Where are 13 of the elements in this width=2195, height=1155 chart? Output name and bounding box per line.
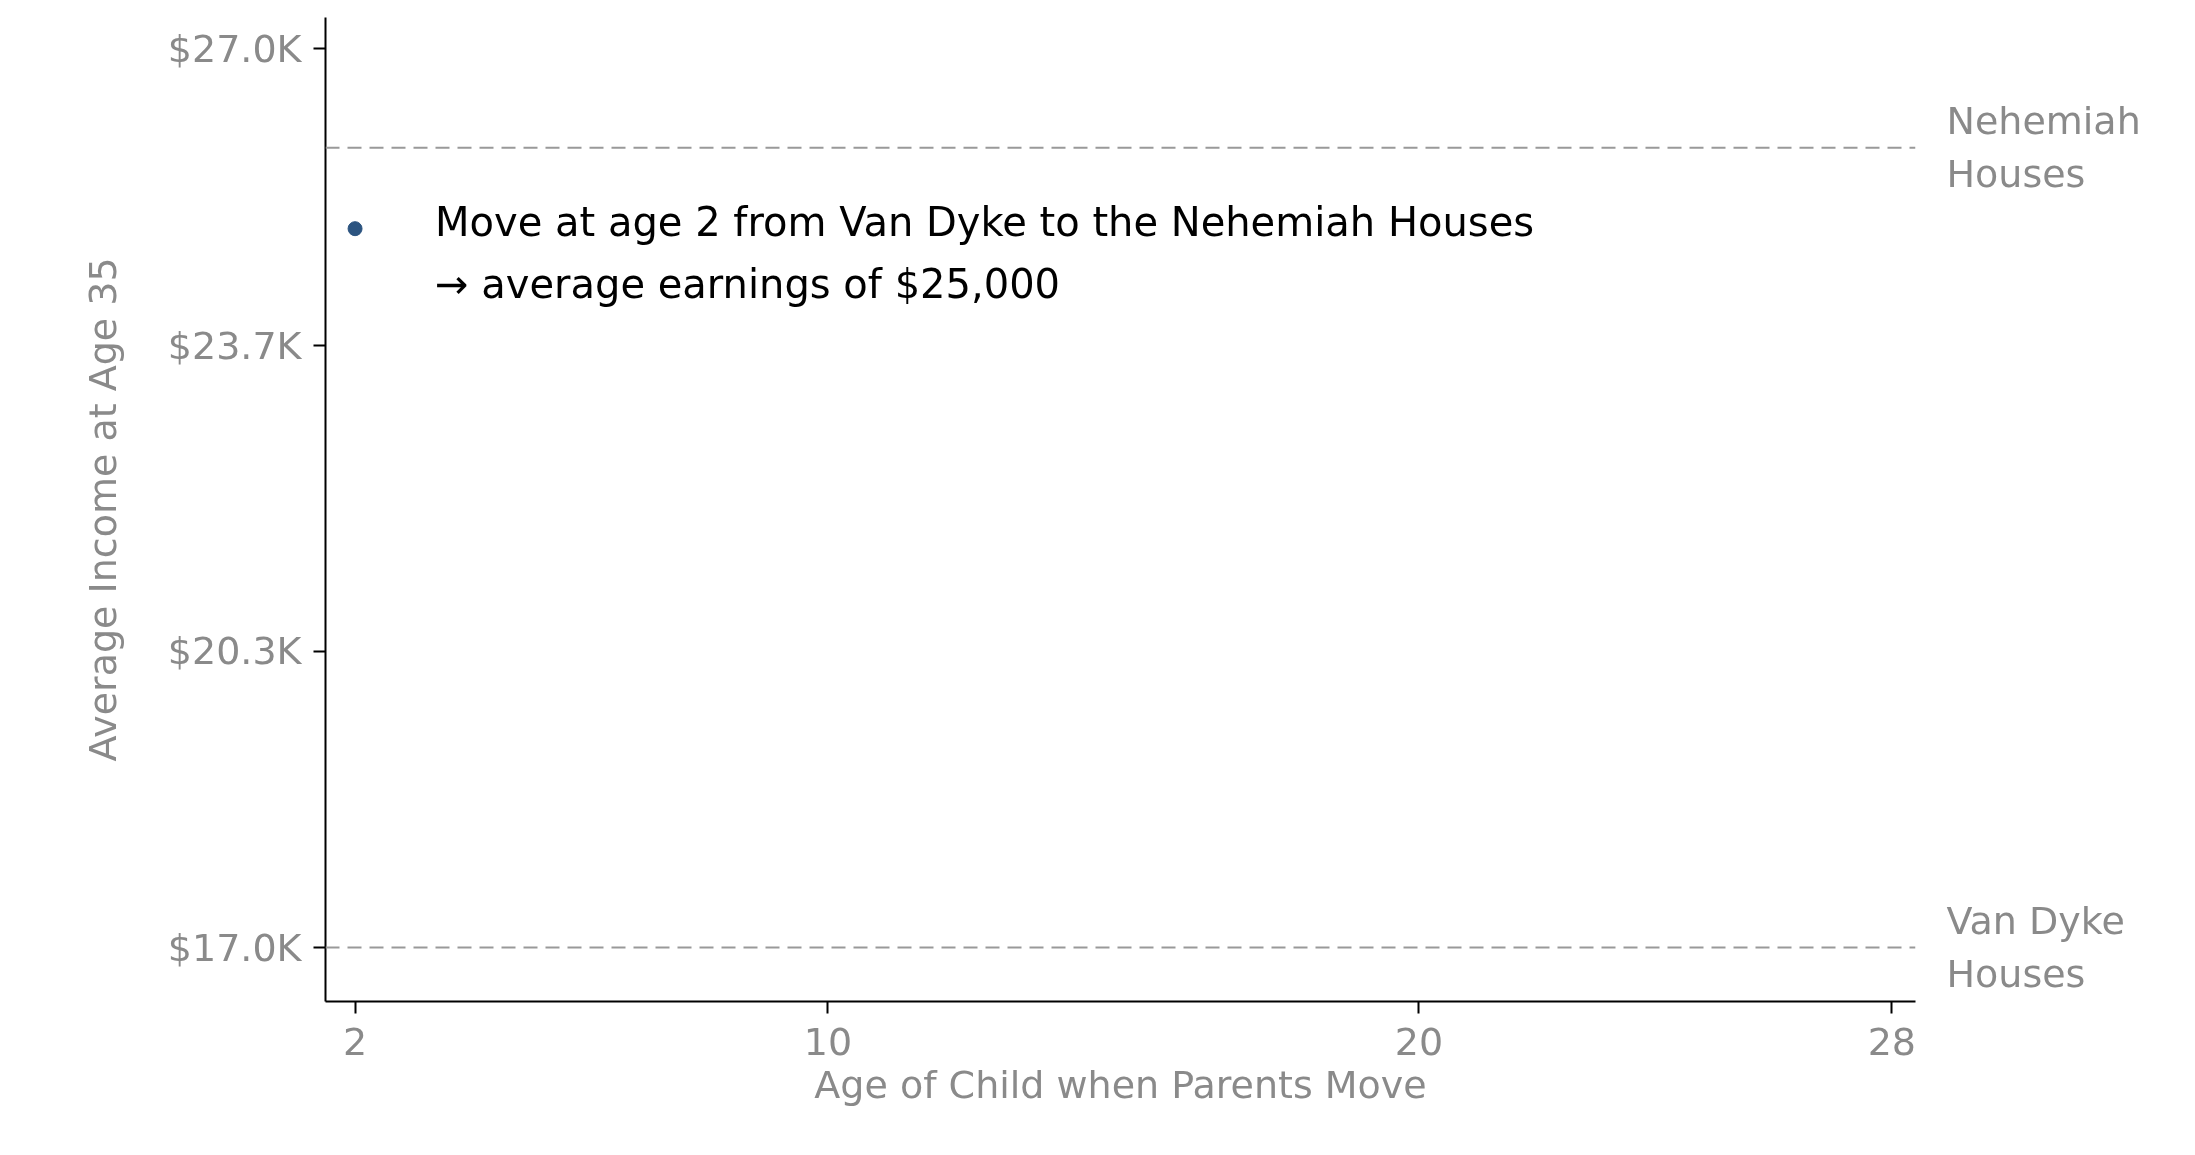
x-tick-label: 20	[1394, 1019, 1444, 1064]
y-tick-label: $23.7K	[167, 323, 303, 368]
x-tick-label: 2	[342, 1019, 368, 1064]
ref-line-label: Van Dyke Houses	[1946, 899, 2125, 996]
x-tick-label: 10	[803, 1019, 853, 1064]
x-axis-title: Age of Child when Parents Move	[814, 1062, 1427, 1107]
y-tick-label: $17.0K	[167, 925, 303, 970]
annotation: Move at age 2 from Van Dyke to the Nehemiah Houses → average earnings of $25,000	[435, 198, 1535, 307]
x-tick-label: 28	[1867, 1019, 1917, 1064]
y-axis-title: Average Income at Age 35	[80, 257, 125, 762]
y-tick-label: $20.3K	[167, 629, 303, 674]
y-tick-label: $27.0K	[167, 26, 303, 71]
ref-line-label: Nehemiah Houses	[1946, 99, 2141, 197]
